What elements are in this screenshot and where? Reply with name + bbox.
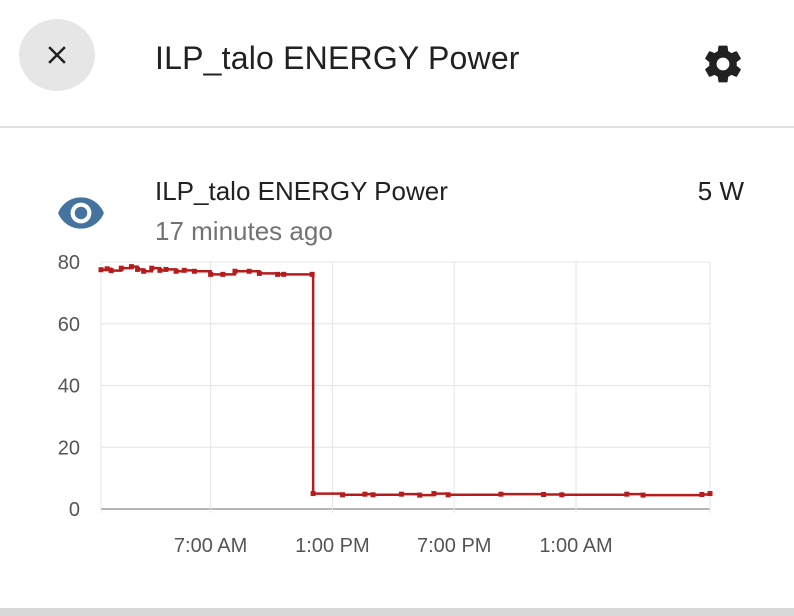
dialog-bottom-edge [0, 608, 794, 616]
close-icon [48, 46, 66, 64]
data-point [220, 271, 226, 277]
data-point [135, 266, 141, 272]
gear-icon [705, 45, 741, 83]
data-point [149, 265, 155, 271]
chart-grid [100, 261, 711, 513]
settings-button[interactable] [697, 38, 749, 90]
x-tick-label: 1:00 PM [295, 535, 369, 557]
data-point [624, 491, 630, 497]
x-tick-label: 7:00 PM [417, 535, 491, 557]
history-chart[interactable]: 0 20 40 60 80 7:00 AM 1:00 PM 7:00 PM 1:00 AM [0, 240, 794, 570]
data-point [541, 491, 547, 497]
data-point [141, 268, 147, 274]
data-point [163, 266, 169, 272]
data-point [181, 267, 187, 273]
entity-row[interactable]: ILP_talo ENERGY Power 17 minutes ago 5 W [0, 160, 794, 250]
data-point [707, 491, 713, 497]
data-point [128, 264, 134, 270]
data-point [256, 270, 262, 276]
series-points [98, 264, 713, 498]
eye-icon [58, 197, 104, 229]
y-axis-labels: 0 20 40 60 80 [58, 252, 80, 521]
x-tick-label: 1:00 AM [539, 535, 612, 557]
x-axis-labels: 7:00 AM 1:00 PM 7:00 PM 1:00 AM [174, 535, 613, 557]
y-tick-label: 0 [69, 499, 80, 521]
data-point [310, 491, 316, 497]
data-point [559, 492, 565, 498]
data-point [445, 492, 451, 498]
data-point [370, 492, 376, 498]
data-point [191, 268, 197, 274]
data-point [281, 271, 287, 277]
data-point [208, 271, 214, 277]
data-point [118, 265, 124, 271]
data-point [417, 492, 423, 498]
entity-last-changed: 17 minutes ago [155, 216, 333, 246]
data-point [398, 491, 404, 497]
data-point [362, 491, 368, 497]
series-line[interactable] [101, 265, 712, 497]
data-point [246, 268, 252, 274]
data-point [232, 268, 238, 274]
y-tick-label: 20 [58, 437, 80, 459]
data-point [98, 267, 104, 273]
entity-state: 5 W [697, 176, 744, 206]
data-point [173, 268, 179, 274]
entity-name: ILP_talo ENERGY Power [155, 176, 448, 206]
data-point [104, 266, 110, 272]
dialog-title: ILP_talo ENERGY Power [155, 40, 520, 76]
data-point [309, 271, 315, 277]
data-point [340, 492, 346, 498]
close-button[interactable] [19, 19, 95, 91]
y-tick-label: 80 [58, 252, 80, 274]
data-point [157, 267, 163, 273]
data-point [640, 492, 646, 498]
data-point [275, 271, 281, 277]
dialog-header: ILP_talo ENERGY Power [0, 0, 794, 128]
y-tick-label: 60 [58, 314, 80, 336]
data-point [498, 491, 504, 497]
x-tick-label: 7:00 AM [174, 535, 247, 557]
data-point [699, 491, 705, 497]
data-point [108, 268, 114, 274]
data-point [431, 491, 437, 497]
y-tick-label: 40 [58, 376, 80, 398]
